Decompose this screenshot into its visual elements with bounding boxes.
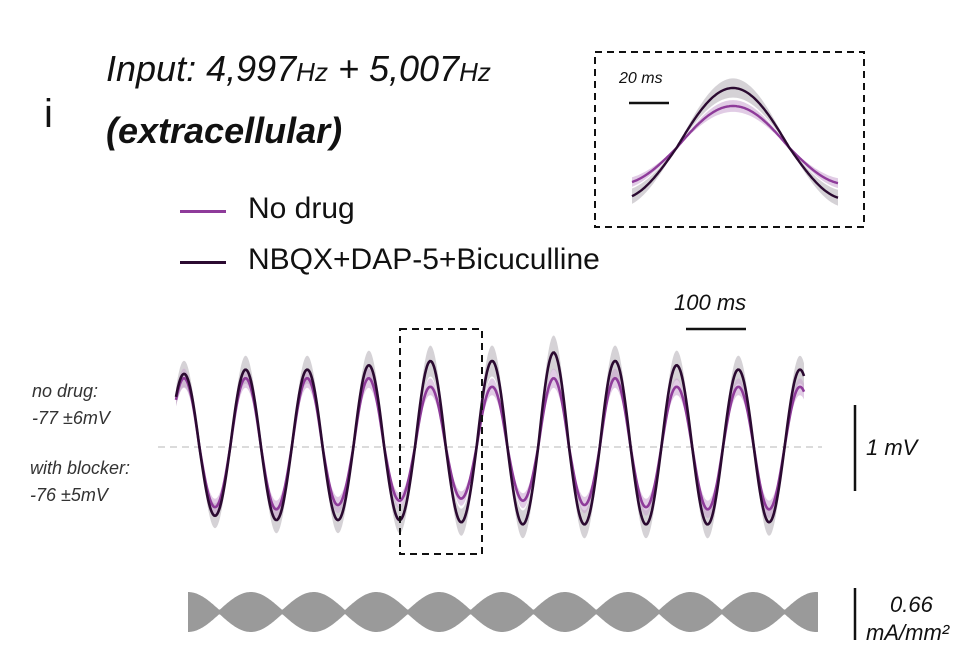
time-scale-label: 100 ms bbox=[674, 290, 747, 315]
blocker-sem-band bbox=[176, 335, 804, 539]
title-unit-2: Hz bbox=[459, 57, 491, 87]
inset-blocker-trace bbox=[631, 86, 839, 199]
inset-no-drug-trace bbox=[631, 104, 839, 185]
zoom-region-box bbox=[399, 328, 483, 555]
title-prefix: Input: 4,997 bbox=[106, 48, 297, 89]
stimulus-envelope bbox=[188, 592, 818, 632]
inset-blocker-band bbox=[632, 78, 838, 206]
figure-subtitle: (extracellular) bbox=[106, 110, 343, 151]
inset-box bbox=[594, 51, 865, 228]
inset-traces bbox=[631, 78, 839, 206]
annotation-no-drug-value: -77 ±6mV bbox=[32, 408, 110, 428]
annotation-blocker-value: -76 ±5mV bbox=[30, 485, 108, 505]
title-unit-1: Hz bbox=[296, 57, 328, 87]
annotation-no-drug-label: no drug: bbox=[32, 381, 99, 401]
panel-letter: i bbox=[44, 92, 53, 136]
current-scale-value: 0.66 bbox=[890, 592, 933, 617]
legend-label-blocker: NBQX+DAP-5+Bicuculline bbox=[248, 243, 600, 276]
inset-time-scale-label: 20 ms bbox=[619, 70, 663, 87]
annotation-blocker-label: with blocker: bbox=[30, 458, 131, 478]
legend-line-blocker bbox=[180, 261, 226, 264]
no-drug-trace bbox=[174, 376, 806, 511]
title-plus: + 5,007 bbox=[327, 48, 460, 89]
no-drug-sem-band bbox=[176, 368, 804, 519]
main-traces bbox=[174, 335, 806, 539]
legend-label-no-drug: No drug bbox=[248, 192, 355, 225]
voltage-scale-label: 1 mV bbox=[866, 435, 918, 460]
current-scale-unit: mA/mm² bbox=[866, 620, 950, 645]
figure-title: Input: 4,997Hz + 5,007Hz bbox=[106, 48, 491, 90]
blocker-trace bbox=[174, 351, 806, 526]
legend-line-no-drug bbox=[180, 210, 226, 213]
stimulus-envelope-shape bbox=[188, 592, 818, 632]
